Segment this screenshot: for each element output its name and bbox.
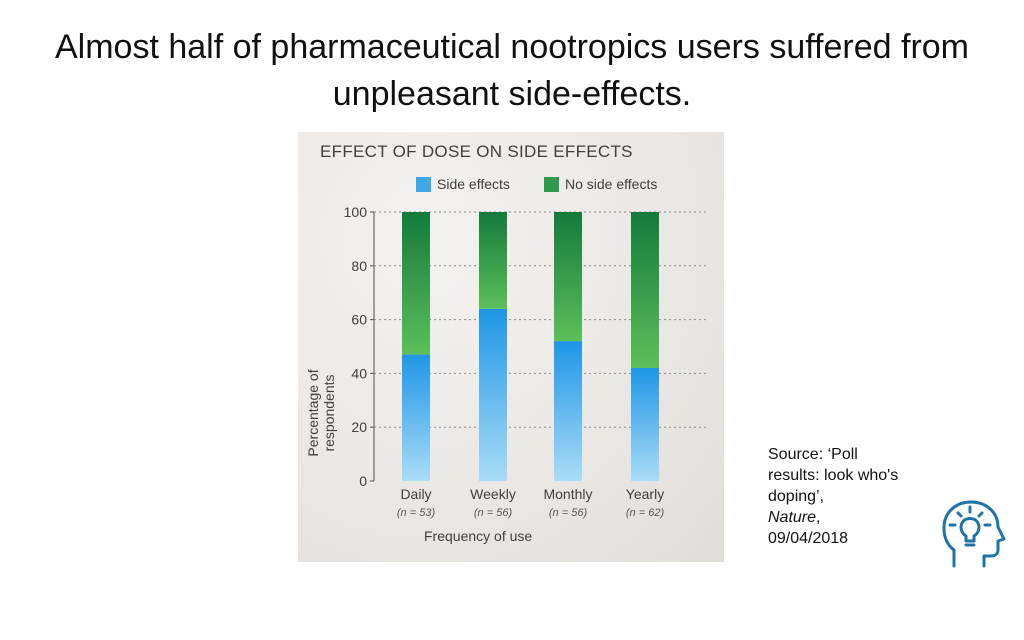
x-axis-label: Frequency of use <box>424 528 533 544</box>
bar-no-side-effects <box>479 212 507 309</box>
stacked-bar-chart: 0 20 40 60 80 100 Daily (n = 53) Weekly (n = 56) M… <box>344 204 706 519</box>
bar-side-effects <box>479 308 507 481</box>
y-tick-label: 80 <box>351 258 367 274</box>
bar-no-side-effects <box>631 212 659 369</box>
bar-side-effects <box>554 341 582 481</box>
source-journal-line: Nature, <box>768 507 908 528</box>
chart-panel: 0 20 40 60 80 100 Daily (n = 53) Weekly (n = 56) M… <box>298 132 724 562</box>
x-tick-note: (n = 56) <box>474 507 513 519</box>
y-tick-label: 40 <box>351 365 367 381</box>
y-tick-label: 100 <box>344 204 368 220</box>
x-tick-note: (n = 56) <box>549 507 588 519</box>
source-line: Source: ‘Poll results: look who's doping… <box>768 446 899 505</box>
legend-item-no-side-effects: No side effects <box>544 176 657 192</box>
bar-side-effects <box>631 368 659 481</box>
x-tick-label: Monthly <box>543 486 592 502</box>
bar-side-effects <box>402 354 430 481</box>
legend-label-side-effects: Side effects <box>437 176 510 192</box>
y-axis-label: Percentage of respondents <box>305 369 337 457</box>
bar-no-side-effects <box>554 212 582 342</box>
head-lightbulb-icon <box>942 500 1006 568</box>
y-tick-label: 20 <box>351 419 367 435</box>
slide-title: Almost half of pharmaceutical nootropics… <box>54 28 969 113</box>
x-tick-label: Yearly <box>626 486 664 502</box>
source-date: 09/04/2018 <box>768 530 849 547</box>
legend-label-no-side-effects: No side effects <box>565 176 658 192</box>
source-journal: Nature <box>768 509 817 526</box>
legend-item-side-effects: Side effects <box>416 176 510 192</box>
legend-swatch-side-effects <box>416 176 431 192</box>
x-tick-label: Weekly <box>470 486 516 502</box>
source-comma: , <box>816 509 821 526</box>
legend-swatch-no-side-effects <box>544 176 559 192</box>
chart-title: EFFECT OF DOSE ON SIDE EFFECTS <box>320 142 633 161</box>
x-tick-note: (n = 53) <box>397 507 436 519</box>
bar-no-side-effects <box>402 212 430 355</box>
y-tick-label: 60 <box>351 312 367 328</box>
x-tick-note: (n = 62) <box>626 507 665 519</box>
y-tick-label: 0 <box>359 473 367 489</box>
source-citation: Source: ‘Poll results: look who's doping… <box>768 444 908 549</box>
x-tick-label: Daily <box>400 486 431 502</box>
